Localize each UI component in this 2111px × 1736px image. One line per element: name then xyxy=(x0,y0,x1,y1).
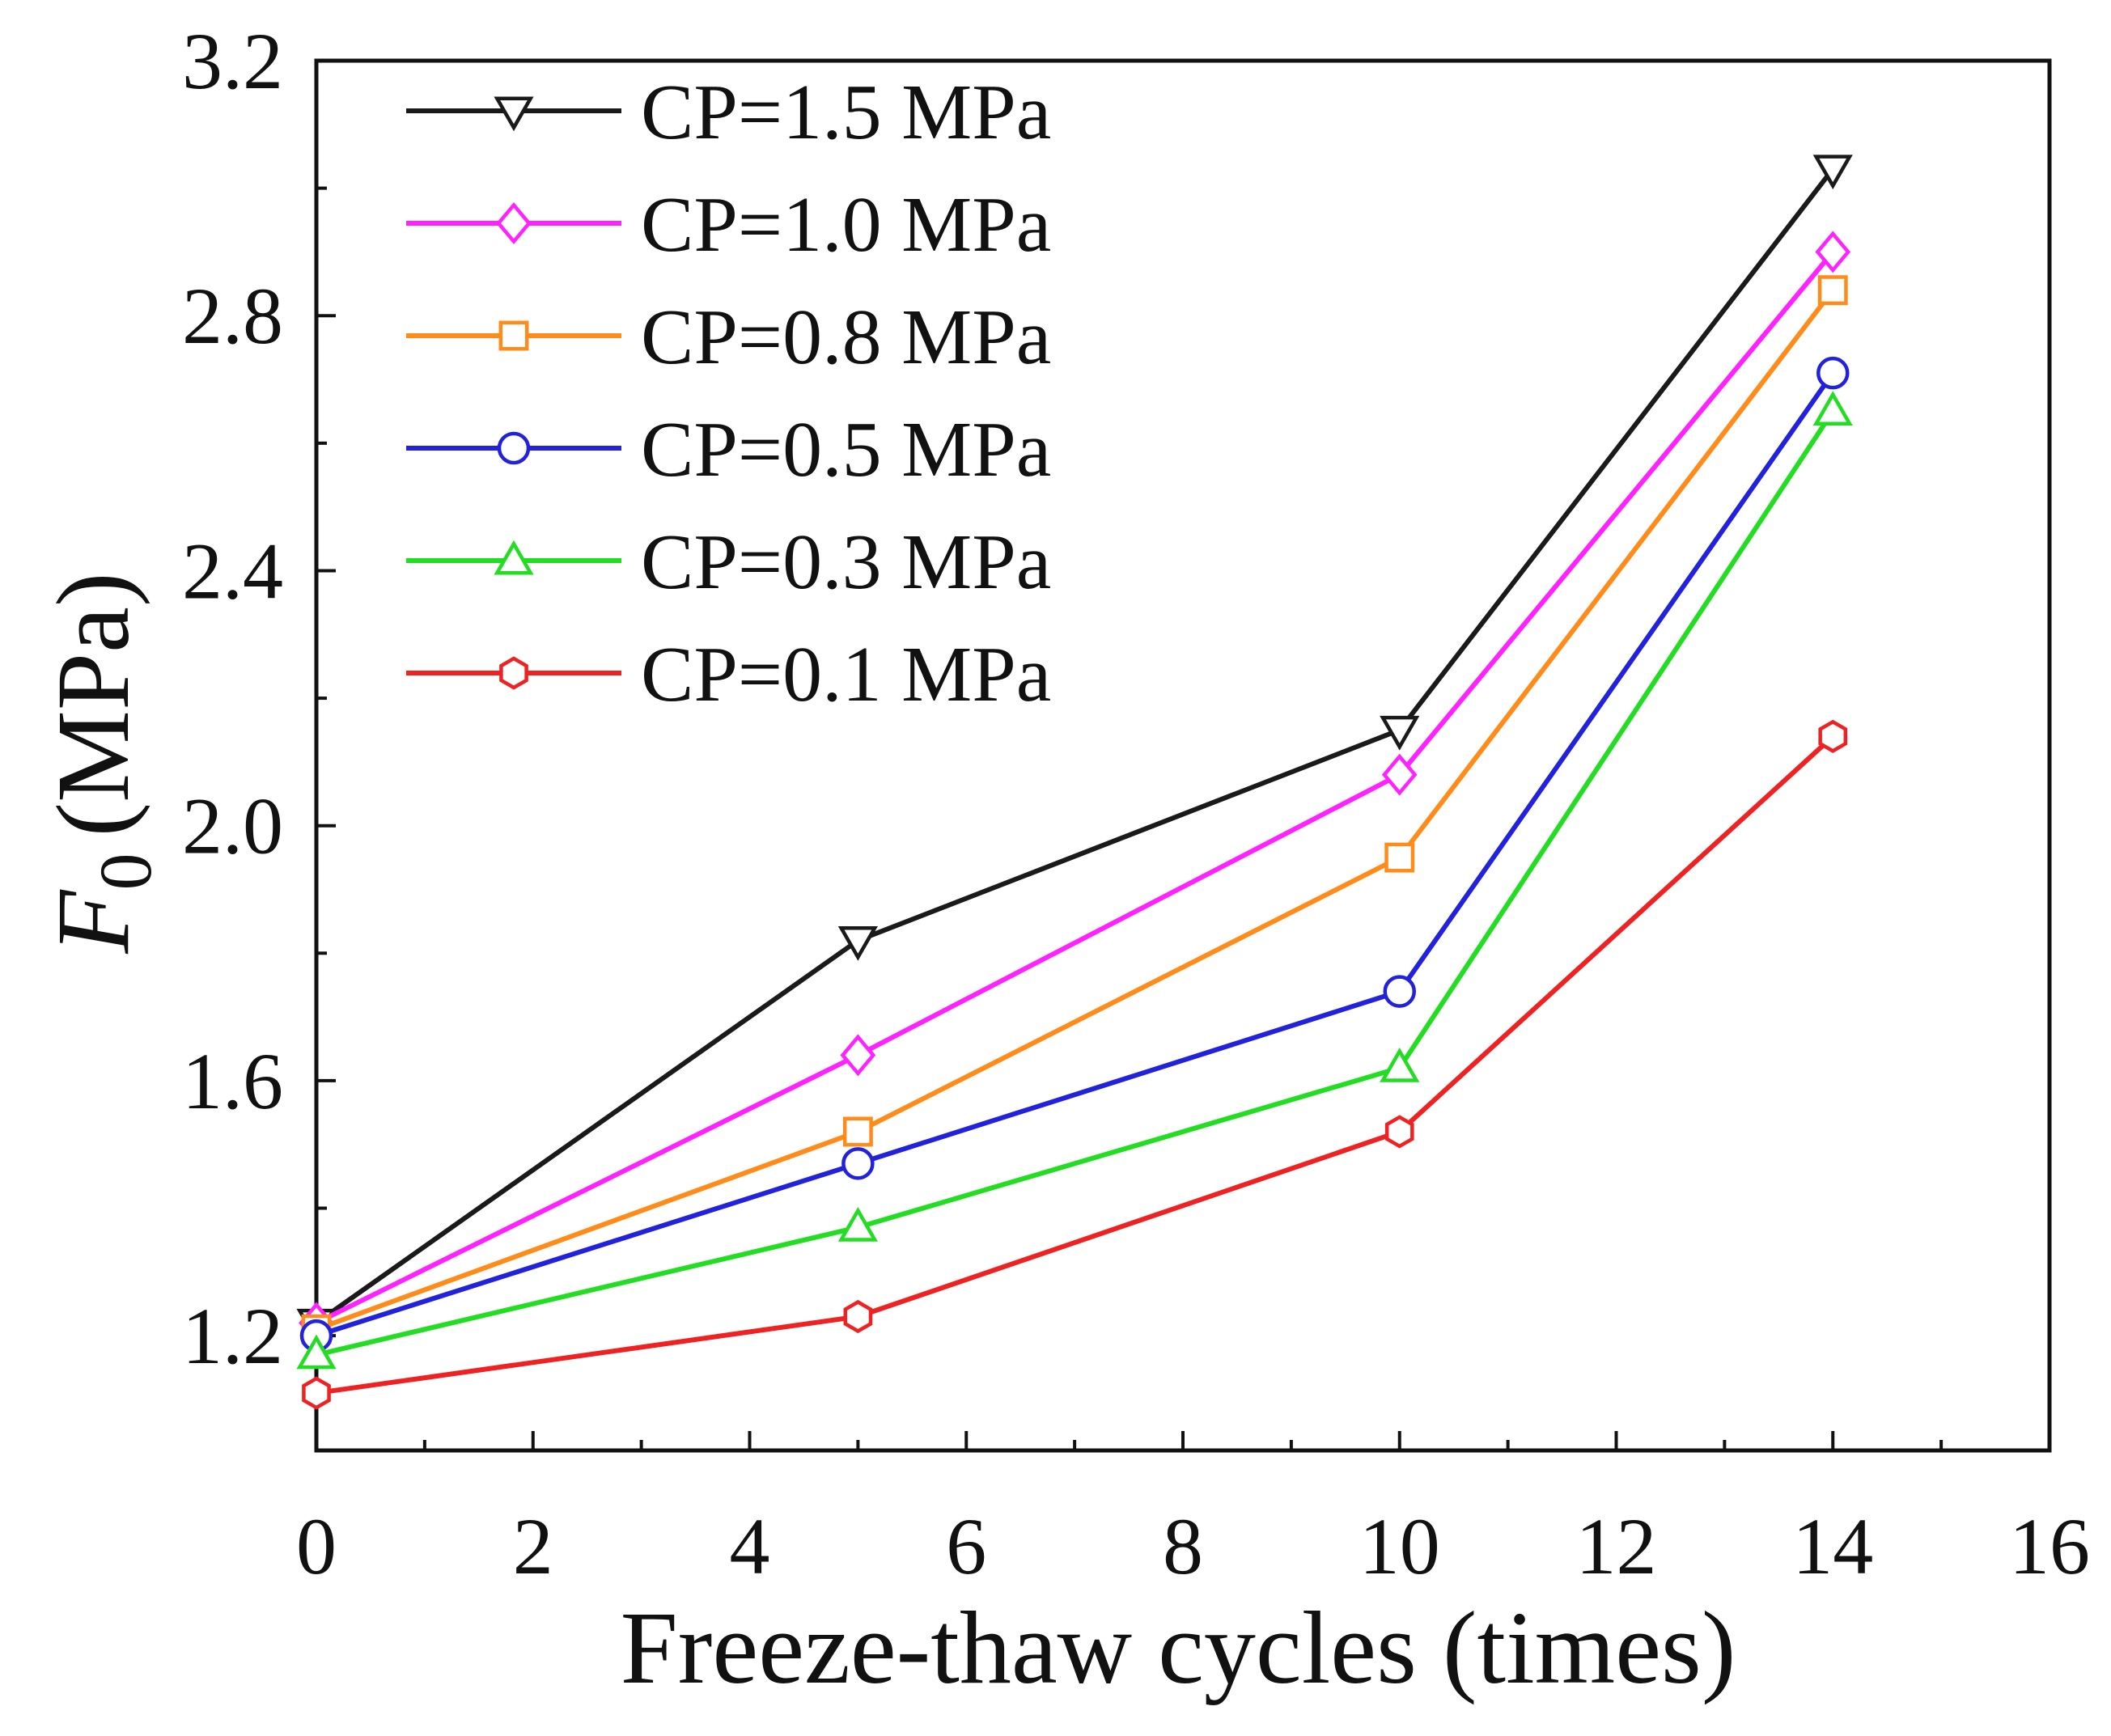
y-tick-label: 2.0 xyxy=(182,781,283,871)
data-point xyxy=(1380,1047,1420,1082)
series-line xyxy=(315,288,1835,1332)
data-point xyxy=(1384,1115,1414,1149)
legend-entry: CP=1.5 MPa xyxy=(406,69,1051,156)
legend-label: CP=1.0 MPa xyxy=(641,181,1051,269)
y-tick-label: 2.8 xyxy=(182,271,283,361)
data-point xyxy=(1812,391,1853,426)
data-point xyxy=(1380,715,1420,751)
data-point xyxy=(842,1116,873,1147)
data-point xyxy=(843,1299,873,1334)
x-tick-label: 8 xyxy=(1163,1501,1203,1591)
plot-area xyxy=(314,58,2052,1453)
series-line xyxy=(315,167,1835,1325)
y-axis-title: F0 (MPa) xyxy=(36,572,167,954)
data-point xyxy=(837,925,878,961)
legend-marker xyxy=(498,320,529,351)
data-point xyxy=(1812,155,1853,190)
legend-marker xyxy=(494,96,534,132)
legend-entry: CP=0.8 MPa xyxy=(406,294,1051,381)
x-tick-label: 10 xyxy=(1359,1501,1440,1591)
legend-entry: CP=0.5 MPa xyxy=(406,406,1051,493)
legend-label: CP=0.8 MPa xyxy=(641,294,1051,381)
x-tick-label: 12 xyxy=(1576,1501,1657,1591)
x-tick-label: 14 xyxy=(1792,1501,1873,1591)
series-line xyxy=(316,735,1835,1396)
y-axis-title-subscript: 0 xyxy=(84,853,167,890)
data-series xyxy=(296,155,1853,1410)
series-CP=0.8 MPa xyxy=(301,275,1848,1344)
series-line xyxy=(316,371,1835,1339)
legend-marker xyxy=(494,540,534,575)
series-line xyxy=(315,250,1835,1326)
legend-entry: CP=1.0 MPa xyxy=(406,181,1051,269)
data-point xyxy=(1384,842,1415,873)
legend-entry: CP=0.3 MPa xyxy=(406,519,1051,606)
x-tick-label: 4 xyxy=(730,1501,770,1591)
legend-label: CP=0.3 MPa xyxy=(641,519,1051,606)
y-tick-label: 3.2 xyxy=(182,16,283,106)
data-point xyxy=(1815,231,1851,273)
x-tick-label: 2 xyxy=(513,1501,553,1591)
x-tick-label: 0 xyxy=(296,1501,337,1591)
legend-marker xyxy=(497,431,531,465)
legend-label: CP=1.5 MPa xyxy=(641,69,1051,156)
series-line xyxy=(316,409,1835,1357)
series-CP=0.3 MPa xyxy=(296,391,1853,1370)
plot-frame xyxy=(314,58,2052,1453)
series-CP=1.0 MPa xyxy=(299,231,1851,1344)
data-point xyxy=(841,1147,875,1180)
legend-label: CP=0.1 MPa xyxy=(641,631,1051,718)
legend-marker xyxy=(496,202,532,244)
y-axis: 1.2 1.6 2.0 2.4 2.8 3.2 xyxy=(182,16,336,1381)
legend-label: CP=0.5 MPa xyxy=(641,406,1051,493)
x-tick-label: 16 xyxy=(2009,1501,2090,1591)
data-point xyxy=(1818,719,1848,753)
data-point xyxy=(837,1206,878,1242)
y-tick-label: 2.4 xyxy=(182,526,283,616)
x-axis: 0 2 4 6 8 10 12 14 16 xyxy=(296,1431,2090,1591)
legend: CP=1.5 MPa CP=1.0 MPa CP=0.8 MPa CP=0.5 MPa… xyxy=(406,69,1051,718)
x-axis-title: Freeze-thaw cycles (times) xyxy=(621,1590,1736,1705)
legend-entry: CP=0.1 MPa xyxy=(406,631,1051,718)
legend-marker xyxy=(499,656,528,690)
y-tick-label: 1.2 xyxy=(182,1291,283,1381)
data-point xyxy=(302,1376,331,1410)
data-point xyxy=(296,1334,337,1370)
data-point xyxy=(1383,975,1416,1008)
data-point xyxy=(840,1034,876,1077)
y-axis-title-symbol: F xyxy=(36,889,150,955)
series-CP=0.1 MPa xyxy=(302,719,1848,1410)
y-axis-title-unit: (MPa) xyxy=(36,572,150,836)
series-CP=0.5 MPa xyxy=(299,356,1850,1353)
x-tick-label: 6 xyxy=(946,1501,986,1591)
data-point xyxy=(1817,275,1848,306)
data-point xyxy=(1381,753,1418,796)
data-point xyxy=(1816,356,1850,390)
y-tick-label: 1.6 xyxy=(182,1036,283,1126)
